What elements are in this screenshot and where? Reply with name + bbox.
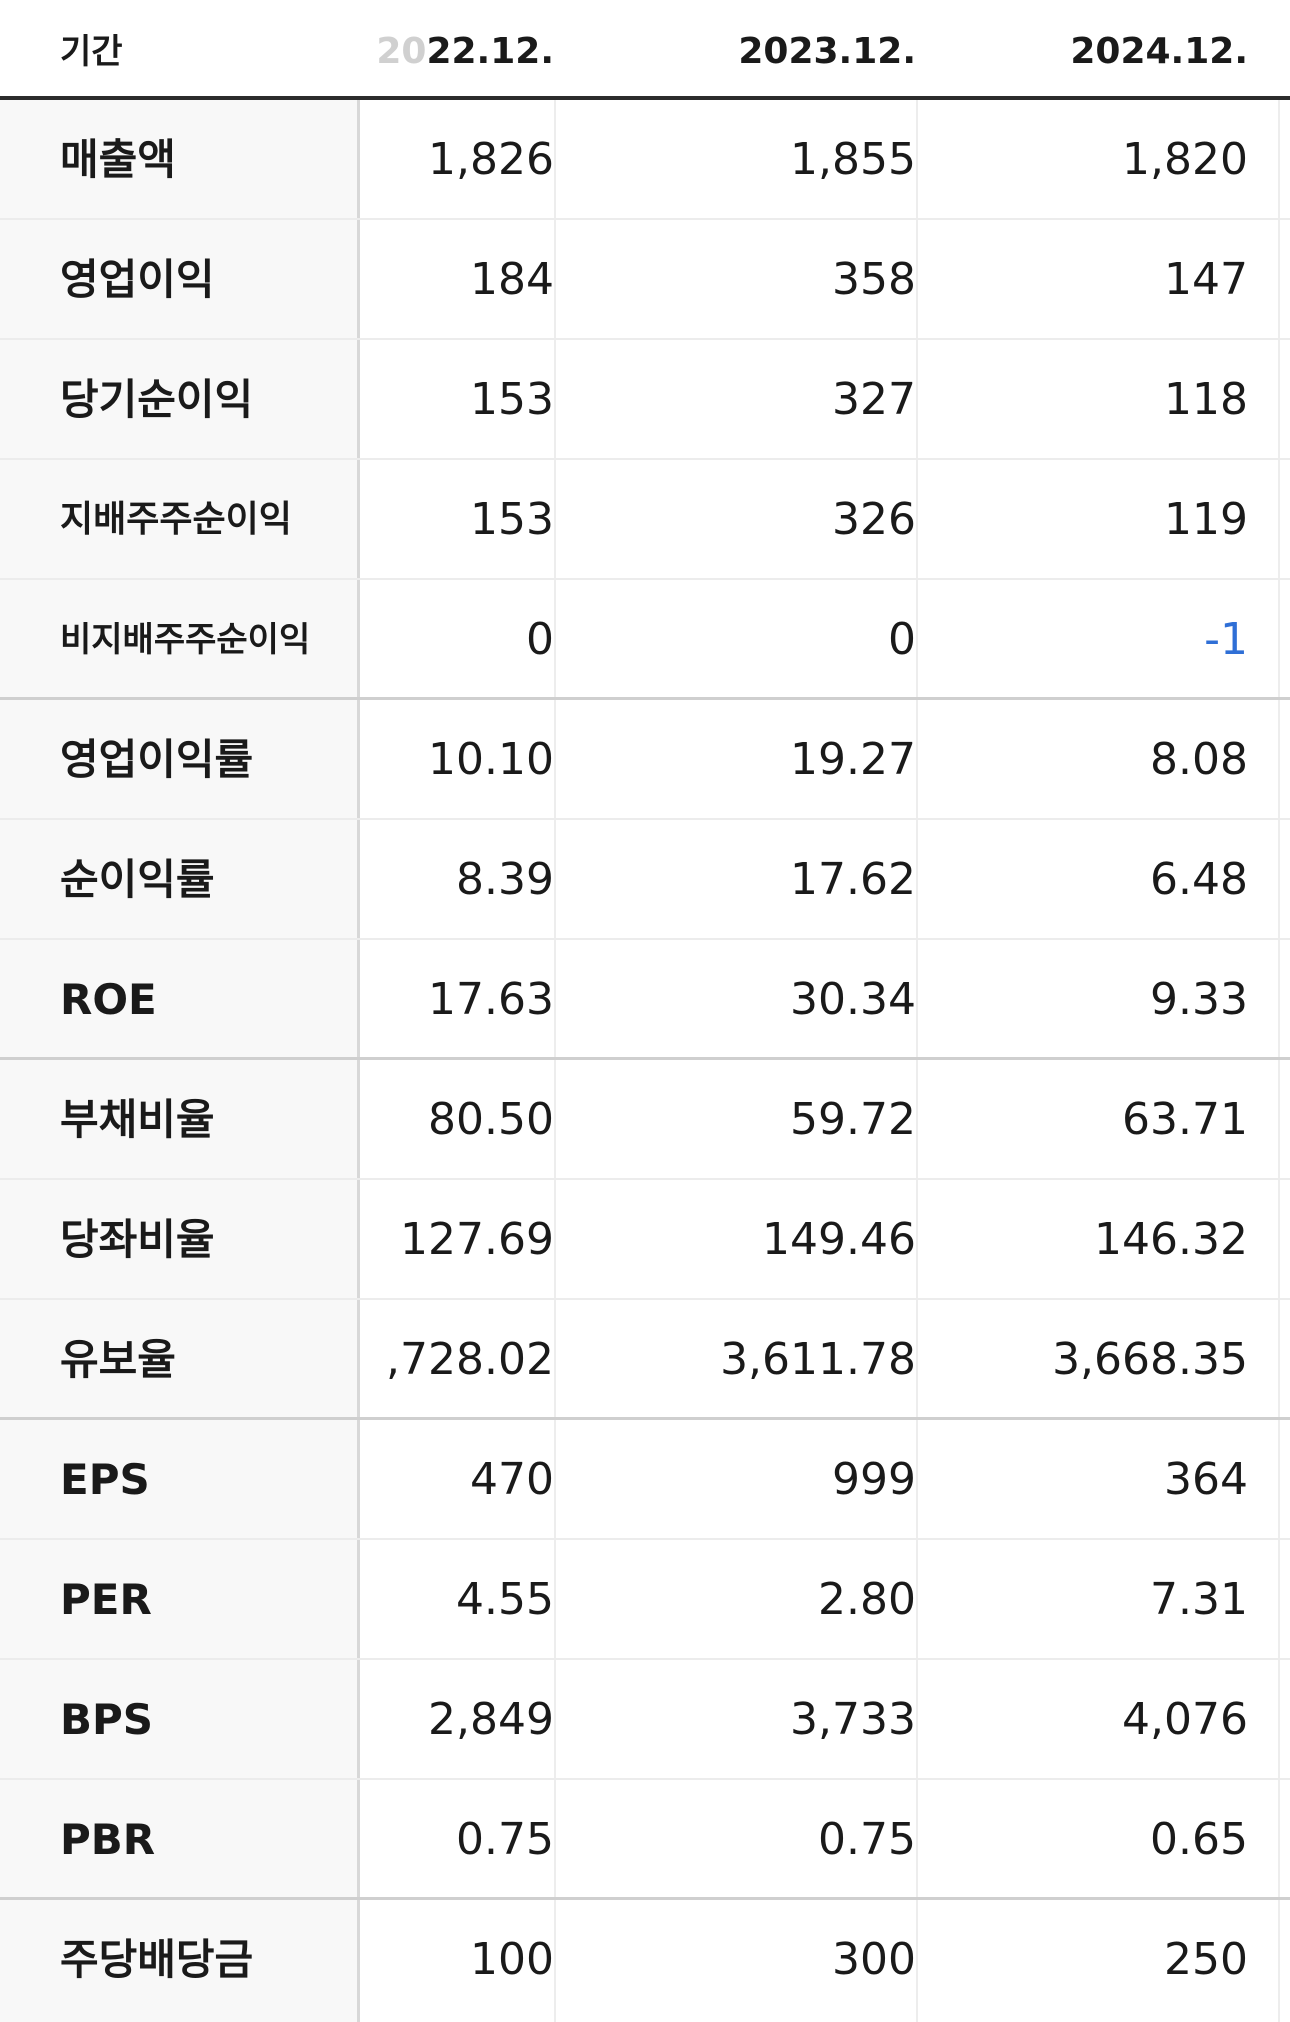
value-2024: 364 bbox=[1164, 1454, 1248, 1505]
row-label: 지배주주순이익 bbox=[0, 460, 360, 578]
value-2022: ,728.02 bbox=[386, 1334, 554, 1385]
column-divider bbox=[1278, 100, 1280, 2022]
table-row: ROE 17.63 30.34 9.33 bbox=[0, 940, 1290, 1060]
value-2022: 2,849 bbox=[428, 1694, 554, 1745]
table-row: 유보율 ,728.02 3,611.78 3,668.35 bbox=[0, 1300, 1290, 1420]
period-2022[interactable]: 2022.12. bbox=[360, 0, 554, 96]
value-2024: 6.48 bbox=[1150, 854, 1248, 905]
table-row: 당기순이익 153 327 118 bbox=[0, 340, 1290, 460]
table-row: PER 4.55 2.80 7.31 bbox=[0, 1540, 1290, 1660]
value-2024: 3,668.35 bbox=[1052, 1334, 1248, 1385]
value-2022: 470 bbox=[470, 1454, 554, 1505]
value-2023: 300 bbox=[832, 1934, 916, 1985]
value-2023: 30.34 bbox=[790, 974, 916, 1025]
period-2022-faded-prefix: 20 bbox=[376, 31, 427, 72]
value-2023: 59.72 bbox=[790, 1094, 916, 1145]
row-label: EPS bbox=[0, 1420, 360, 1538]
value-2024: 1,820 bbox=[1122, 134, 1248, 185]
value-2023: 327 bbox=[832, 374, 916, 425]
value-2023: 1,855 bbox=[790, 134, 916, 185]
column-divider bbox=[916, 100, 918, 2022]
row-label: 부채비율 bbox=[0, 1060, 360, 1178]
row-label: 비지배주주순이익 bbox=[0, 580, 360, 697]
table-row: 지배주주순이익 153 326 119 bbox=[0, 460, 1290, 580]
row-label: 순이익률 bbox=[0, 820, 360, 938]
value-2024: 9.33 bbox=[1150, 974, 1248, 1025]
value-2022: 4.55 bbox=[456, 1574, 554, 1625]
value-2023: 3,733 bbox=[790, 1694, 916, 1745]
value-2024: 7.31 bbox=[1150, 1574, 1248, 1625]
value-2024: 8.08 bbox=[1150, 734, 1248, 785]
value-2022: 10.10 bbox=[428, 734, 554, 785]
row-label: PBR bbox=[0, 1780, 360, 1897]
value-2023: 17.62 bbox=[790, 854, 916, 905]
value-2024: 63.71 bbox=[1122, 1094, 1248, 1145]
value-2022: 8.39 bbox=[456, 854, 554, 905]
row-label: 주당배당금 bbox=[0, 1900, 360, 2022]
value-2024-negative: -1 bbox=[1204, 614, 1248, 665]
value-2024: 0.65 bbox=[1150, 1814, 1248, 1865]
row-label: PER bbox=[0, 1540, 360, 1658]
value-2023: 3,611.78 bbox=[720, 1334, 916, 1385]
table-row: 매출액 1,826 1,855 1,820 bbox=[0, 100, 1290, 220]
column-divider bbox=[554, 100, 556, 2022]
value-2022: 0.75 bbox=[456, 1814, 554, 1865]
table-row: EPS 470 999 364 bbox=[0, 1420, 1290, 1540]
value-2022: 0 bbox=[526, 614, 554, 665]
table-row: PBR 0.75 0.75 0.65 bbox=[0, 1780, 1290, 1900]
table-row: BPS 2,849 3,733 4,076 bbox=[0, 1660, 1290, 1780]
value-2022: 184 bbox=[470, 254, 554, 305]
value-2024: 119 bbox=[1164, 494, 1248, 545]
row-label: 당좌비율 bbox=[0, 1180, 360, 1298]
period-2022-rest: 22.12. bbox=[426, 31, 554, 72]
value-2022: 100 bbox=[470, 1934, 554, 1985]
table-row: 순이익률 8.39 17.62 6.48 bbox=[0, 820, 1290, 940]
value-2023: 19.27 bbox=[790, 734, 916, 785]
value-2022: 153 bbox=[470, 494, 554, 545]
value-2023: 0.75 bbox=[818, 1814, 916, 1865]
row-label: BPS bbox=[0, 1660, 360, 1778]
value-2024: 146.32 bbox=[1094, 1214, 1248, 1265]
value-2023: 999 bbox=[832, 1454, 916, 1505]
value-2022: 1,826 bbox=[428, 134, 554, 185]
row-label: ROE bbox=[0, 940, 360, 1057]
value-2023: 2.80 bbox=[818, 1574, 916, 1625]
value-2023: 358 bbox=[832, 254, 916, 305]
row-label: 영업이익률 bbox=[0, 700, 360, 818]
table-row: 비지배주주순이익 0 0 -1 bbox=[0, 580, 1290, 700]
period-header-label: 기간 bbox=[60, 32, 123, 72]
row-label: 당기순이익 bbox=[0, 340, 360, 458]
value-2022: 127.69 bbox=[400, 1214, 554, 1265]
table-row: 주당배당금 100 300 250 bbox=[0, 1900, 1290, 2022]
value-2023: 0 bbox=[888, 614, 916, 665]
table-header: 기간 2022.12. 2023.12. 2024.12. bbox=[0, 0, 1290, 100]
value-2024: 250 bbox=[1164, 1934, 1248, 1985]
value-2022: 17.63 bbox=[428, 974, 554, 1025]
row-label: 영업이익 bbox=[0, 220, 360, 338]
table-row: 부채비율 80.50 59.72 63.71 bbox=[0, 1060, 1290, 1180]
value-2022: 153 bbox=[470, 374, 554, 425]
value-2024: 147 bbox=[1164, 254, 1248, 305]
value-2024: 118 bbox=[1164, 374, 1248, 425]
value-2022: 80.50 bbox=[428, 1094, 554, 1145]
period-2024[interactable]: 2024.12. bbox=[1070, 31, 1248, 72]
table-row: 영업이익 184 358 147 bbox=[0, 220, 1290, 340]
period-2023[interactable]: 2023.12. bbox=[738, 31, 916, 72]
value-2024: 4,076 bbox=[1122, 1694, 1248, 1745]
value-2023: 149.46 bbox=[762, 1214, 916, 1265]
value-2023: 326 bbox=[832, 494, 916, 545]
table-row: 영업이익률 10.10 19.27 8.08 bbox=[0, 700, 1290, 820]
table-row: 당좌비율 127.69 149.46 146.32 bbox=[0, 1180, 1290, 1300]
row-label: 매출액 bbox=[0, 100, 360, 218]
row-label: 유보율 bbox=[0, 1300, 360, 1417]
